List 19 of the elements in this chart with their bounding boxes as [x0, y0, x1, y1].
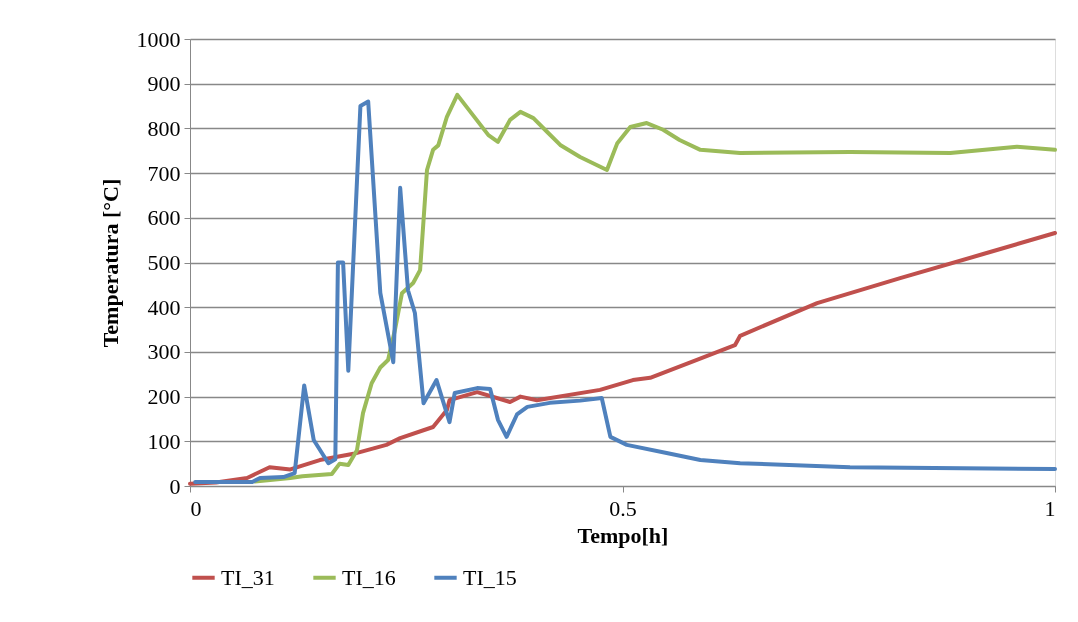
- x-axis-title: Tempo[h]: [577, 522, 669, 548]
- y-tick-label: 200: [147, 384, 181, 410]
- y-axis-title: Temperatura [°C]: [97, 178, 123, 348]
- y-tick-label: 100: [147, 428, 181, 454]
- legend-label: TI_31: [221, 564, 275, 590]
- x-tick-label: 0: [190, 495, 202, 521]
- legend-label: TI_15: [463, 564, 517, 590]
- y-tick-label: 800: [147, 115, 181, 141]
- y-tick-label: 400: [147, 294, 181, 320]
- y-tick-label: 1000: [136, 26, 181, 52]
- x-tick-label: 0.5: [609, 495, 637, 521]
- legend-label: TI_16: [342, 564, 396, 590]
- y-tick-label: 300: [147, 339, 181, 365]
- y-tick-label: 600: [147, 205, 181, 231]
- y-tick-label: 700: [147, 160, 181, 186]
- x-tick-label: 1: [1044, 495, 1056, 521]
- y-tick-label: 900: [147, 71, 181, 97]
- y-tick-label: 500: [147, 250, 181, 275]
- y-tick-label: 0: [169, 473, 181, 499]
